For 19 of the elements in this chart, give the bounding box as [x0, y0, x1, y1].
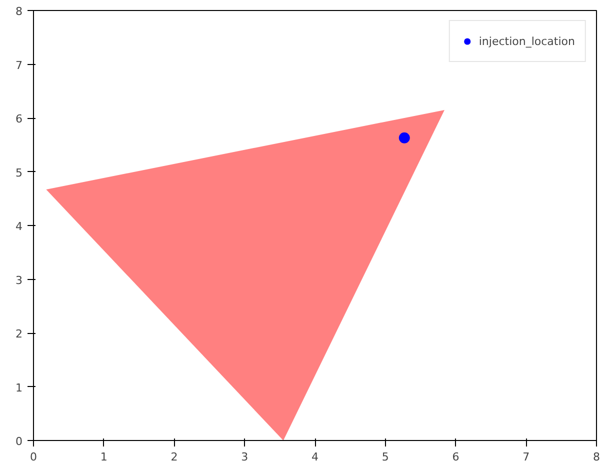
x-tick-label: 3	[241, 450, 248, 464]
y-tick-label: 4	[16, 220, 22, 233]
x-tick-label: 6	[452, 450, 460, 464]
y-tick-label: 8	[16, 5, 22, 18]
x-tick-label: 8	[593, 450, 600, 464]
y-tick-label: 6	[16, 112, 22, 126]
y-tick-label: 2	[16, 328, 22, 340]
x-tick-label: 1	[100, 450, 108, 464]
x-tick-label: 5	[382, 450, 389, 464]
y-tick-label: 3	[16, 274, 22, 287]
x-tick-label: 0	[30, 450, 37, 464]
y-tick-label: 1	[16, 381, 22, 394]
legend-label: injection_location	[478, 34, 575, 48]
y-tick-label: 5	[16, 166, 22, 180]
x-tick-label: 4	[312, 450, 318, 464]
x-tick-label: 7	[522, 450, 530, 464]
y-tick-label: 7	[16, 58, 22, 72]
y-tick-label: 0	[16, 435, 22, 448]
x-tick-label: 2	[170, 450, 178, 464]
